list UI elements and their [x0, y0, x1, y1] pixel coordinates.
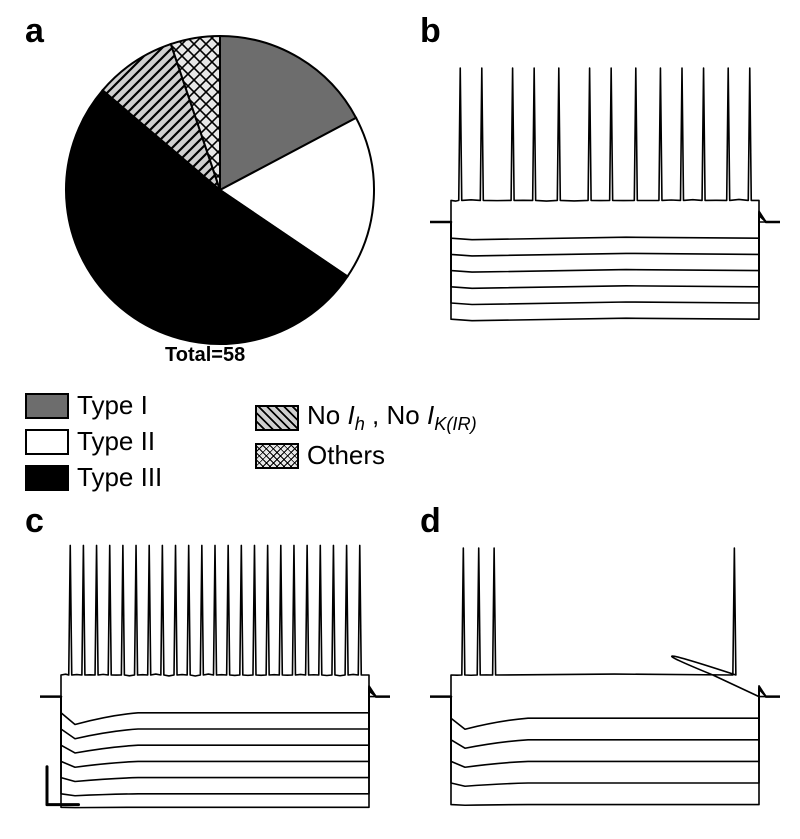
legend-label-type3: Type III	[77, 462, 162, 493]
trace-panel-b	[430, 60, 780, 330]
legend-label-others: Others	[307, 440, 385, 471]
trace-path	[40, 686, 390, 725]
trace-path	[430, 211, 780, 240]
panel-label-c: c	[25, 502, 44, 541]
panel-label-d: d	[420, 502, 441, 541]
trace-path	[430, 548, 780, 697]
trace-path	[430, 213, 780, 272]
trace-path	[430, 689, 780, 805]
trace-path	[430, 215, 780, 305]
legend-label-type2: Type II	[77, 426, 155, 457]
panel-label-b: b	[420, 12, 441, 51]
trace-path	[430, 688, 780, 786]
legend-swatch-others	[255, 443, 299, 469]
figure-root: a b c d Total=58 Type I	[0, 0, 800, 839]
legend-item-others: Others	[255, 440, 385, 471]
legend-label-type1: Type I	[77, 390, 148, 421]
trace-panel-c	[40, 540, 390, 810]
legend-item-noih: No Ih , No IK(IR)	[255, 400, 477, 435]
legend-item-type1: Type I	[25, 390, 148, 421]
legend-item-type2: Type II	[25, 426, 155, 457]
trace-path	[430, 212, 780, 256]
legend-label-noih: No Ih , No IK(IR)	[307, 400, 477, 435]
legend-swatch-type1	[25, 393, 69, 419]
pie-chart	[20, 0, 420, 390]
trace-panel-d	[430, 540, 780, 810]
legend-swatch-type2	[25, 429, 69, 455]
legend-swatch-noih	[255, 405, 299, 431]
trace-path	[430, 68, 780, 222]
legend-swatch-type3	[25, 465, 69, 491]
pie-total-label: Total=58	[165, 344, 245, 367]
trace-path	[430, 214, 780, 289]
trace-path	[40, 688, 390, 767]
trace-path	[430, 686, 780, 729]
trace-path	[40, 545, 390, 696]
trace-path	[430, 688, 780, 768]
legend-item-type3: Type III	[25, 462, 162, 493]
